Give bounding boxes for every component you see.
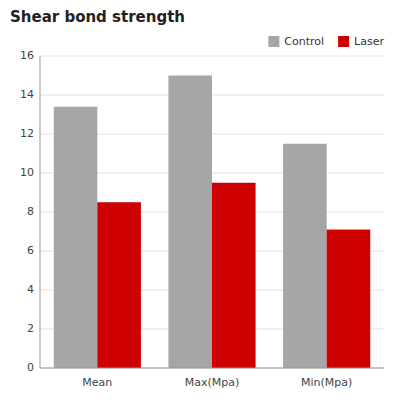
y-tick-label: 2 (27, 322, 34, 335)
title: Shear bond strength (10, 8, 185, 26)
legend-label: Control (284, 35, 324, 48)
y-tick-label: 6 (27, 244, 34, 257)
bar (283, 144, 327, 368)
chart: 0 2 4 6 8 10 12 14 16 Mean Max(Mpa) Min(Mpa) Shear b… (0, 0, 400, 404)
y-tick-label: 0 (27, 361, 34, 374)
y-tick-label: 10 (20, 166, 34, 179)
legend-label: Laser (354, 35, 384, 48)
legend-swatch (268, 36, 279, 47)
bar (327, 230, 371, 368)
legend-item: Laser (338, 35, 384, 48)
grid-line (40, 56, 384, 57)
x-axis (40, 368, 384, 369)
x-tick-label: Max(Mpa) (185, 376, 240, 389)
legend-swatch (338, 36, 349, 47)
y-tick-label: 14 (20, 88, 34, 101)
y-tick-label: 12 (20, 127, 34, 140)
bars (54, 76, 370, 369)
grid (40, 56, 384, 368)
x-tick-label: Min(Mpa) (301, 376, 352, 389)
bar (54, 107, 98, 368)
bar (168, 76, 212, 369)
y-tick-label: 8 (27, 205, 34, 218)
y-tick-label: 4 (27, 283, 34, 296)
legend: Control Laser (268, 35, 384, 48)
bar (212, 183, 256, 368)
legend-item: Control (268, 35, 324, 48)
grid-line (40, 368, 384, 369)
y-tick-label: 16 (20, 49, 34, 62)
y-axis (40, 56, 41, 368)
x-tick-label: Mean (82, 376, 112, 389)
bar (97, 202, 141, 368)
